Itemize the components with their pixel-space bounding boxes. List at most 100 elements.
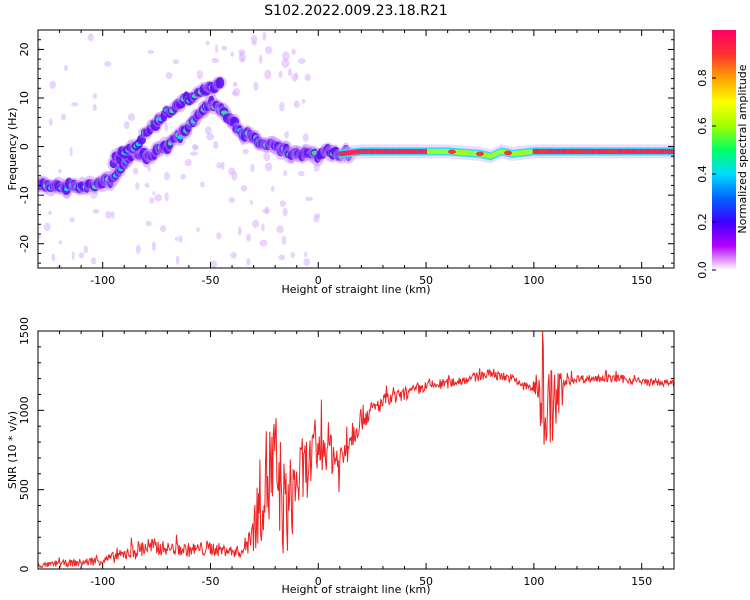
spectrogram-band-core	[653, 148, 656, 154]
spectrogram-band-core	[463, 150, 467, 156]
y-tick-label: -10	[18, 186, 31, 204]
spectrogram-band-core	[461, 150, 465, 156]
spectrogram-band-core	[517, 150, 521, 156]
spectrogram-hotspot	[572, 149, 581, 154]
spectrogram-noise-speck	[191, 144, 199, 151]
figure-title: S102.2022.009.23.18.R21	[264, 3, 447, 19]
spectrogram-hotspot	[503, 150, 512, 156]
spectrogram-noise-speck	[152, 191, 156, 196]
spectrogram-noise-speck	[305, 196, 314, 201]
spectrogram-noise-speck	[92, 209, 100, 214]
spectrogram-noise-speck	[204, 126, 212, 135]
spectrogram-noise-speck	[47, 210, 52, 215]
spectrogram-band-core	[487, 153, 490, 159]
spectrogram-noise-speck	[178, 235, 183, 243]
spectrogram-band-core	[375, 148, 378, 154]
spectrogram-noise-speck	[38, 46, 41, 52]
spectrogram-noise-speck	[298, 170, 305, 177]
snr-panel: -100 -50 0 50 100 150 0 500 1000 1500 Height of …	[6, 317, 675, 596]
spectrogram-band-core	[586, 148, 590, 154]
spectrogram-x-label: Height of straight line (km)	[281, 283, 430, 296]
spectrogram-band-core	[446, 148, 450, 154]
spectrogram-noise-speck	[253, 81, 259, 91]
spectrogram-noise-speck	[291, 48, 297, 55]
spectrogram-peak	[177, 135, 184, 140]
spectrogram-band-core	[618, 148, 622, 154]
spectrogram-noise-speck	[83, 245, 88, 254]
spectrogram-band-core	[534, 148, 538, 154]
spectrogram-band-core	[500, 148, 503, 154]
x-tick-label: 0	[315, 575, 322, 588]
spectrogram-band-core	[370, 148, 374, 154]
spectrogram-band-core	[519, 150, 523, 156]
spectrogram-y-ticks: -20 -10 0 10 20	[18, 29, 674, 264]
spectrogram-noise-speck	[87, 33, 94, 42]
spectrogram-noise-speck	[228, 197, 236, 204]
spectrogram-noise-speck	[282, 207, 288, 217]
spectrogram-band-core	[390, 148, 393, 154]
spectrogram-band-core	[392, 148, 396, 154]
spectrogram-band-core	[524, 149, 527, 155]
spectrogram-band-core	[601, 148, 605, 154]
spectrogram-noise-speck	[252, 219, 260, 228]
spectrogram-noise-speck	[184, 158, 192, 167]
spectrogram-noise-speck	[78, 252, 85, 259]
spectrogram-noise-speck	[276, 225, 284, 234]
spectrogram-band-core	[659, 148, 663, 154]
spectrogram-band-core	[593, 148, 596, 154]
spectrogram-band-core	[633, 148, 637, 154]
spectrogram-noise-speck	[164, 122, 168, 132]
spectrogram-noise-speck	[175, 255, 180, 265]
spectrogram-band-core	[442, 148, 445, 154]
spectrogram-band-core	[491, 152, 495, 158]
spectrogram-band-core	[590, 148, 594, 154]
spectrogram-band-core	[526, 149, 529, 155]
spectrogram-x-ticks: -100 -50 0 50 100 150	[37, 30, 664, 287]
spectrogram-noise-speck	[58, 240, 63, 245]
spectrogram-noise-speck	[154, 194, 162, 202]
y-tick-label: 1000	[18, 396, 31, 424]
spectrogram-noise-speck	[221, 161, 225, 171]
x-tick-label: 100	[523, 274, 544, 287]
spectrogram-band-core	[668, 148, 672, 154]
spectrogram-band-core	[401, 148, 404, 154]
spectrogram-band-core	[662, 148, 665, 154]
spectrogram-band-core	[474, 151, 478, 157]
spectrogram-noise-speck	[237, 226, 242, 237]
spectrogram-noise-speck	[189, 151, 198, 156]
spectrogram-noise-speck	[231, 91, 238, 96]
spectrogram-noise-speck	[270, 186, 275, 192]
spectrogram-band-core	[388, 148, 391, 154]
spectrogram-noise-speck	[291, 73, 298, 82]
spectrogram-band-core	[547, 148, 551, 154]
y-tick-label: 10	[18, 91, 31, 105]
x-tick-label: 100	[523, 575, 544, 588]
spectrogram-noise-speck	[92, 104, 97, 111]
spectrogram-band-core	[433, 148, 437, 154]
spectrogram-noise-speck	[104, 60, 112, 67]
spectrogram-band-core	[595, 148, 598, 154]
spectrogram-band-core	[625, 148, 628, 154]
spectrogram-band-core	[580, 148, 583, 154]
colorbar-tick-label: 0.4	[696, 165, 709, 183]
spectrogram-band-core	[368, 148, 372, 154]
spectrogram-band-core	[638, 148, 641, 154]
spectrogram-band-core	[644, 148, 648, 154]
spectrogram-band-core	[485, 152, 488, 158]
spectrogram-band-core	[435, 148, 439, 154]
spectrogram-band-core	[614, 148, 618, 154]
spectrogram-noise-speck	[246, 258, 251, 266]
spectrogram-band-core	[511, 151, 514, 157]
spectrogram-band-core	[565, 148, 568, 154]
spectrogram-noise-speck	[135, 182, 140, 190]
spectrogram-noise-speck	[92, 93, 98, 99]
spectrogram-band-core	[411, 148, 415, 154]
y-tick-label: 0	[18, 566, 31, 573]
spectrogram-band-core	[351, 149, 355, 155]
spectrogram-noise-speck	[90, 257, 97, 265]
spectrogram-noise-speck	[38, 234, 41, 239]
spectrogram-noise-speck	[144, 182, 150, 188]
spectrogram-noise-speck	[165, 72, 173, 80]
spectrogram-noise-speck	[69, 146, 73, 157]
colorbar-tick-label: 0.2	[696, 213, 709, 231]
